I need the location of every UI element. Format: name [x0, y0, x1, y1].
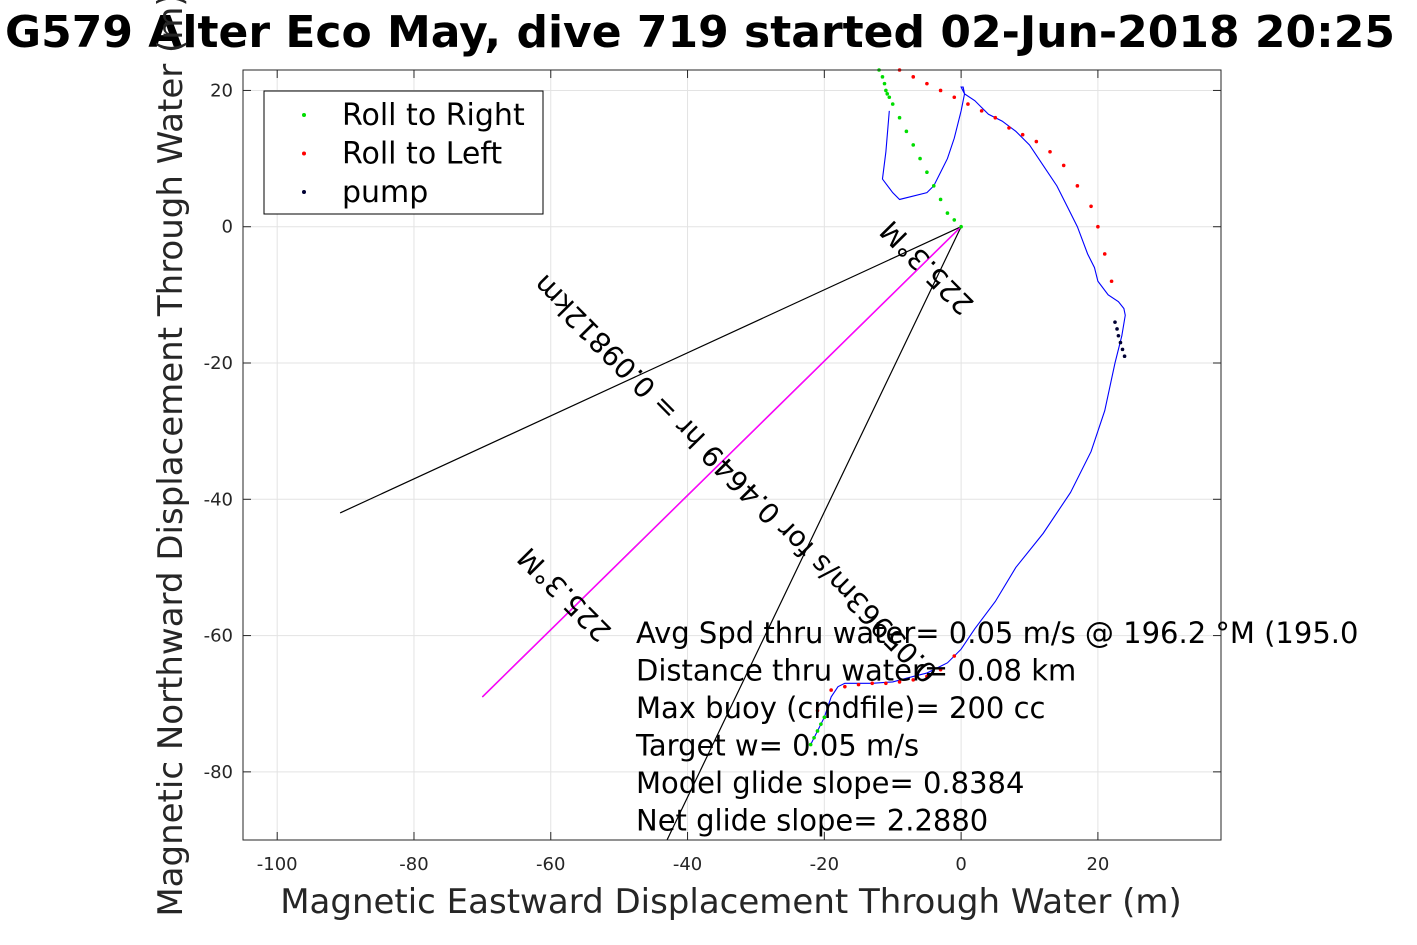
y-axis-label: Magnetic Northward Displacement Through …	[151, 0, 191, 917]
legend-label: pump	[342, 175, 428, 210]
legend-marker	[302, 113, 306, 117]
roll-left-point	[938, 667, 943, 672]
roll-left-point	[1007, 126, 1011, 130]
annotation-line: Target w= 0.05 m/s	[635, 729, 919, 763]
roll-left-point	[897, 680, 902, 684]
roll-left-point	[843, 684, 847, 689]
roll-left-point	[966, 102, 970, 106]
roll-left-point	[993, 115, 998, 120]
roll-right-point	[938, 197, 943, 202]
roll-right-point	[887, 95, 892, 100]
roll-left-point	[1075, 184, 1080, 188]
x-tick-label: -40	[673, 854, 702, 875]
x-tick-label: -80	[399, 854, 428, 875]
roll-left-point	[952, 95, 957, 100]
heading-label: 225.3°M	[874, 214, 981, 321]
roll-right-point	[897, 115, 902, 120]
x-tick-label: -60	[536, 854, 565, 875]
pump-point	[1122, 354, 1127, 358]
roll-left-point	[952, 654, 957, 658]
ticks: -100 -80 -60 -40 -20 0 20 20 0 -20 -40 -60 -80	[204, 70, 1221, 875]
current-segment-line	[481, 226, 962, 698]
track-line	[810, 86, 1126, 745]
y-tick-label: -20	[204, 353, 233, 374]
roll-right-point	[812, 735, 816, 740]
y-tick-label: 20	[210, 80, 233, 101]
roll-left-point	[829, 688, 833, 692]
x-tick-label: -100	[257, 854, 298, 875]
roll-right-point	[882, 81, 887, 86]
legend-label: Roll to Left	[342, 137, 502, 172]
roll-left-point	[1020, 132, 1025, 137]
legend-box	[263, 90, 544, 215]
roll-left-point	[1109, 279, 1114, 284]
annotation-line: Net glide slope= 2.2880	[636, 804, 988, 838]
annotation-line: Max buoy (cmdfile)= 200 cc	[636, 691, 1045, 725]
pump-point	[1116, 333, 1121, 338]
pump-point	[1115, 327, 1119, 331]
roll-left-point	[911, 75, 916, 79]
roll-left-point	[1061, 163, 1066, 168]
y-tick-label: 0	[222, 217, 233, 238]
roll-left-point	[925, 81, 929, 86]
annotation-line: Distance thru water= 0.08 km	[636, 654, 1076, 688]
annotations: Avg Spd thru water= 0.05 m/s @ 196.2 °M …	[635, 616, 1358, 838]
annotation-line: Model glide slope= 0.8384	[636, 766, 1024, 800]
legend-marker	[302, 151, 306, 156]
roll-right-point	[880, 75, 885, 79]
roll-left-point	[979, 109, 984, 113]
roll-left-point	[925, 674, 929, 679]
legend-marker	[302, 190, 306, 194]
roll-right-point	[911, 143, 916, 147]
x-axis-label: Magnetic Eastward Displacement Through W…	[280, 882, 1182, 922]
roll-right-point	[918, 156, 922, 161]
y-tick-label: -60	[204, 626, 233, 647]
series	[808, 68, 1127, 747]
roll-right-point	[925, 170, 929, 175]
grid	[243, 70, 1221, 840]
x-tick-label: 0	[955, 854, 966, 875]
roll-left-point	[884, 681, 888, 686]
guide-lines	[339, 226, 962, 841]
roll-left-point	[870, 681, 875, 686]
axes-box	[242, 69, 1222, 841]
roll-right-point	[884, 88, 888, 93]
roll-right-point	[885, 92, 890, 96]
roll-right-point	[890, 102, 895, 106]
roll-right-point	[819, 722, 823, 726]
y-tick-label: -40	[204, 489, 233, 510]
heading-line	[666, 226, 962, 841]
roll-right-point	[815, 729, 820, 733]
roll-right-point	[959, 224, 963, 229]
roll-left-point	[1089, 204, 1093, 209]
roll-right-point	[808, 742, 813, 747]
roll-left-point	[815, 708, 820, 713]
heading-label: 225.3°M	[511, 541, 618, 648]
heading-line	[339, 226, 962, 514]
roll-right-point	[904, 129, 909, 134]
roll-left-point	[1048, 149, 1052, 154]
roll-left-point	[911, 678, 916, 682]
annotation-line: Avg Spd thru water= 0.05 m/s @ 196.2 °M …	[636, 616, 1358, 650]
y-tick-label: -80	[204, 762, 233, 783]
pump-point	[1120, 347, 1125, 352]
roll-right-point	[931, 184, 936, 188]
roll-left-point	[938, 88, 943, 93]
roll-left-point	[1102, 252, 1107, 256]
roll-left-point	[856, 682, 861, 687]
roll-right-point	[952, 218, 957, 222]
roll-left-point	[1096, 224, 1100, 229]
x-tick-label: -20	[810, 854, 839, 875]
pump-point	[1118, 340, 1123, 345]
legend-label: Roll to Right	[342, 98, 525, 133]
x-tick-label: 20	[1086, 854, 1109, 875]
pump-point	[1113, 320, 1117, 324]
roll-left-point	[1034, 139, 1039, 144]
chart-title: G579 Alter Eco May, dive 719 started 02-…	[5, 7, 1395, 58]
roll-right-point	[945, 211, 950, 215]
roll-right-point	[822, 715, 827, 720]
